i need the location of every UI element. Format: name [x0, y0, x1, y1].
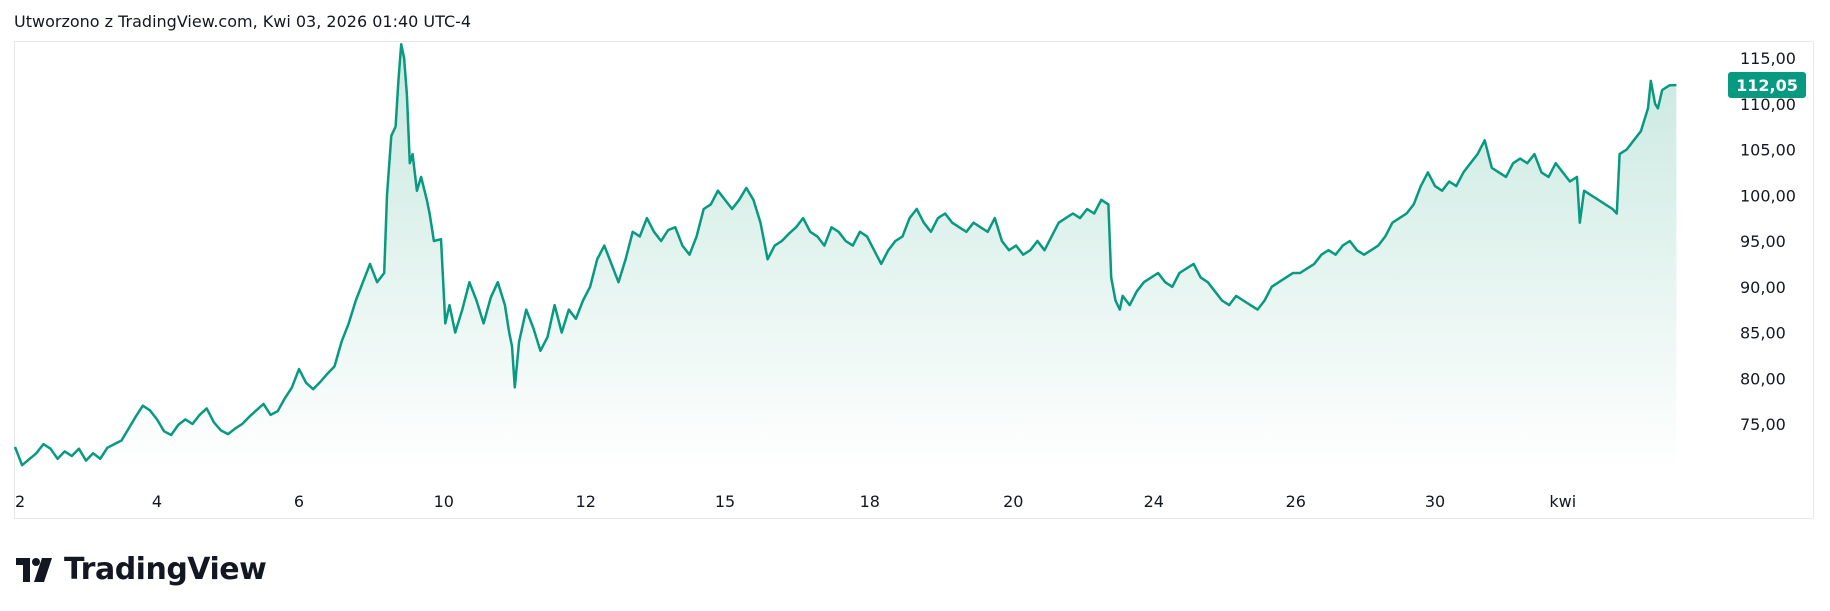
price-line: [13, 43, 1677, 467]
x-tick-label: 4: [152, 492, 162, 511]
y-tick-label: 115,00: [1740, 49, 1796, 68]
last-price-label: 112,05: [1736, 76, 1798, 95]
chart-created-caption: Utworzono z TradingView.com, Kwi 03, 202…: [14, 12, 472, 31]
y-tick-label: 100,00: [1740, 186, 1796, 205]
y-tick-label: 95,00: [1740, 232, 1786, 251]
y-tick-label: 85,00: [1740, 324, 1786, 343]
x-tick-label: 12: [576, 492, 596, 511]
y-tick-label: 105,00: [1740, 141, 1796, 160]
last-price-badge: [1728, 72, 1806, 98]
y-tick-label: 110,00: [1740, 95, 1796, 114]
price-area-fill: [15, 44, 1677, 471]
x-tick-label: 18: [860, 492, 880, 511]
x-tick-label: 24: [1144, 492, 1164, 511]
x-tick-label: 20: [1003, 492, 1023, 511]
x-tick-label: 26: [1286, 492, 1306, 511]
x-tick-label: 6: [294, 492, 304, 511]
y-tick-label: 80,00: [1740, 369, 1786, 388]
x-tick-label: kwi: [1549, 492, 1576, 511]
tradingview-logo-icon: [16, 557, 52, 582]
y-tick-label: 90,00: [1740, 278, 1786, 297]
x-tick-label: 30: [1425, 492, 1445, 511]
chart-frame: [14, 41, 1814, 519]
x-tick-label: 15: [715, 492, 735, 511]
tradingview-logo: TradingView: [16, 552, 267, 587]
x-tick-label: 10: [434, 492, 454, 511]
tradingview-brand-name: TradingView: [64, 552, 267, 587]
y-tick-label: 75,00: [1740, 415, 1786, 434]
x-tick-label: 2: [15, 492, 25, 511]
